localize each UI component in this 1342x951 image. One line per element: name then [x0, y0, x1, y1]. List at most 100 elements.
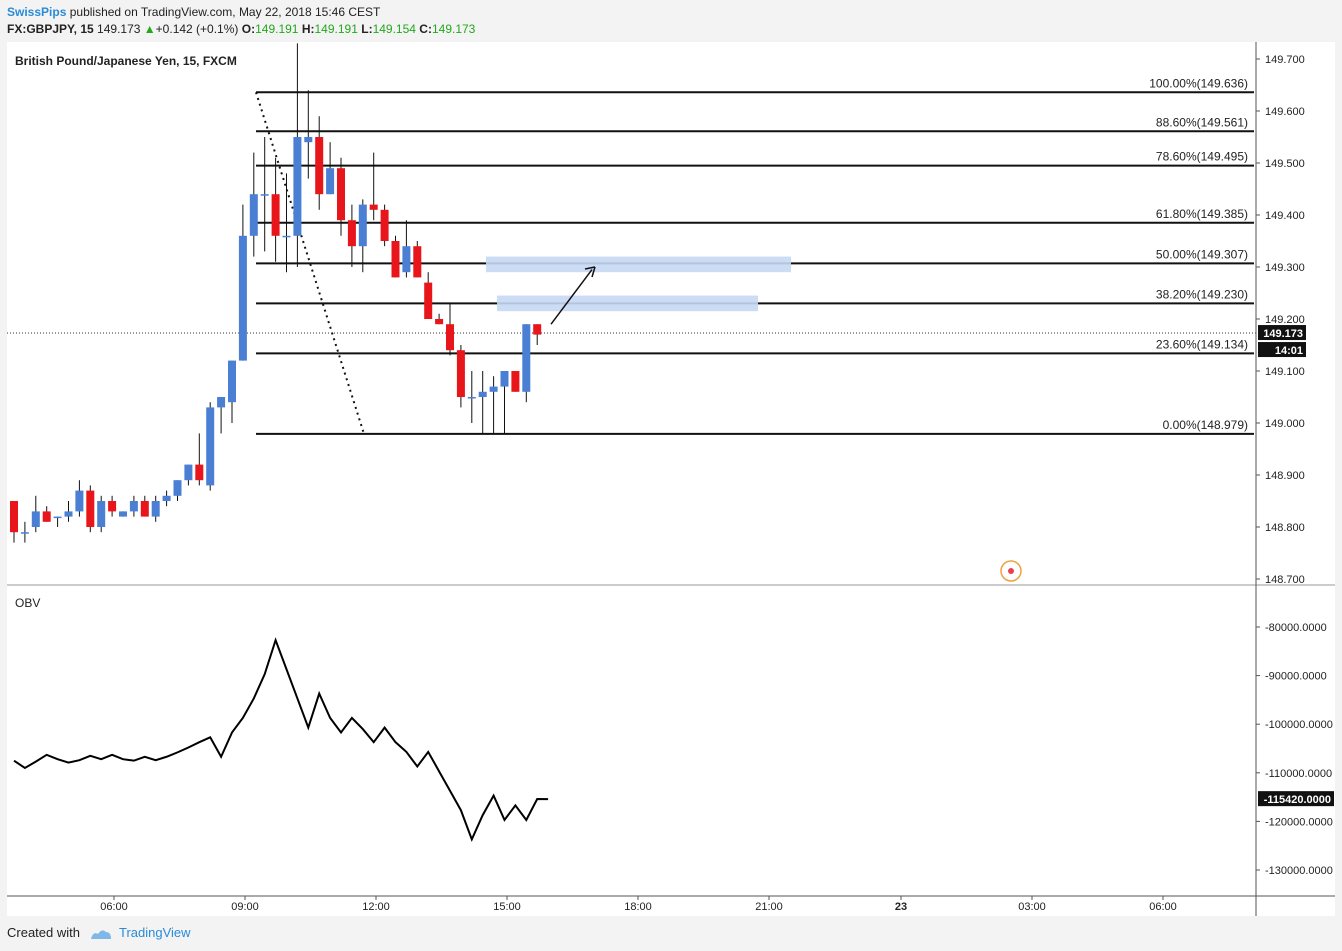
candle-body	[271, 194, 280, 236]
candle-body	[282, 235, 291, 238]
price-tick-label: 148.800	[1265, 522, 1305, 534]
candle-body	[151, 501, 160, 517]
candle-body	[20, 532, 29, 534]
resistance-zone-lower	[497, 295, 758, 312]
author-link[interactable]: SwissPips	[7, 5, 67, 19]
arrow-head-icon	[584, 266, 596, 278]
price-tick-label: 149.000	[1265, 418, 1305, 430]
candle-body	[129, 501, 138, 512]
candle-body	[10, 501, 18, 533]
resistance-zone-upper	[486, 256, 791, 273]
fib-level-label: 88.60%(149.561)	[1156, 115, 1248, 129]
candle-body	[326, 168, 335, 195]
candle-body	[260, 194, 269, 196]
fib-level-label: 100.00%(149.636)	[1149, 76, 1248, 90]
candle-body	[500, 371, 509, 387]
price-tick-label: 149.400	[1265, 210, 1305, 222]
fib-level-label: 78.60%(149.495)	[1156, 150, 1248, 164]
fib-level-label: 50.00%(149.307)	[1156, 247, 1248, 261]
low-value: 149.154	[372, 22, 416, 36]
price-pane-title: British Pound/Japanese Yen, 15, FXCM	[15, 54, 237, 68]
candle-body	[489, 386, 498, 392]
candle-body	[64, 511, 73, 517]
candle-body	[217, 397, 226, 408]
price-tick-label: 149.700	[1265, 54, 1305, 66]
footer: Created with TradingView	[7, 925, 191, 940]
fib-level-label: 38.20%(149.230)	[1156, 287, 1248, 301]
candle-body	[173, 480, 182, 496]
obv-line	[13, 637, 549, 843]
obv-tick-label: -110000.0000	[1265, 768, 1332, 780]
open-value: 149.191	[255, 22, 299, 36]
countdown-tag-label: 14:01	[1275, 345, 1303, 357]
candle-body	[293, 137, 302, 236]
obv-tick-label: -80000.0000	[1265, 622, 1327, 634]
last-price: 149.173	[97, 22, 141, 36]
candle-body	[86, 490, 95, 527]
candle-body	[304, 137, 313, 143]
candle-body	[511, 371, 520, 392]
candle-body	[238, 235, 247, 361]
close-label: C:	[419, 22, 432, 36]
time-tick-label: 23	[895, 901, 907, 913]
candle-body	[402, 246, 411, 273]
candle-body	[42, 511, 51, 522]
obv-tick-label: -90000.0000	[1265, 671, 1327, 683]
candle-body	[456, 350, 465, 397]
candle-body	[315, 137, 324, 195]
obv-value-tag-label: -115420.0000	[1264, 794, 1331, 806]
obv-tick-label: -130000.0000	[1265, 865, 1333, 877]
symbol-label: FX:GBPJPY, 15	[7, 22, 94, 36]
time-tick-label: 06:00	[100, 901, 128, 913]
candle-body	[97, 501, 106, 527]
candle-body	[337, 168, 345, 221]
time-tick-label: 21:00	[755, 901, 783, 913]
created-with-label: Created with	[7, 925, 80, 940]
candle-body	[75, 490, 84, 512]
candle-body	[53, 516, 62, 519]
candle-body	[369, 204, 378, 210]
price-tick-label: 149.100	[1265, 366, 1305, 378]
candle-body	[478, 391, 487, 397]
candle-body	[119, 511, 127, 517]
low-label: L:	[361, 22, 373, 36]
candle-body	[522, 324, 531, 392]
publish-line: SwissPips published on TradingView.com, …	[7, 5, 380, 19]
fib-level-label: 23.60%(149.134)	[1156, 337, 1248, 351]
tradingview-logo-icon	[90, 928, 112, 940]
candle-body	[195, 464, 204, 481]
candle-body	[108, 501, 117, 512]
time-tick-label: 06:00	[1149, 901, 1177, 913]
open-label: O:	[241, 22, 256, 36]
obv-pane-title: OBV	[15, 596, 40, 610]
chart-background	[7, 42, 1335, 916]
candle-body	[435, 319, 444, 325]
candle-body	[424, 282, 433, 319]
high-value: 149.191	[314, 22, 358, 36]
fib-level-label: 0.00%(148.979)	[1163, 418, 1248, 432]
candle-body	[184, 464, 193, 481]
chart-header: SwissPips published on TradingView.com, …	[0, 0, 1342, 42]
candle-body	[413, 246, 422, 278]
price-tick-label: 149.300	[1265, 262, 1305, 274]
publish-info: published on TradingView.com, May 22, 20…	[69, 5, 381, 19]
price-tick-label: 149.200	[1265, 314, 1305, 326]
time-tick-label: 03:00	[1018, 901, 1046, 913]
candle-body	[533, 324, 542, 335]
candle-body	[380, 209, 389, 241]
candle-body	[140, 501, 149, 517]
price-tick-label: 148.700	[1265, 574, 1305, 586]
candle-body	[31, 511, 40, 527]
candle-body	[358, 204, 367, 247]
price-tick-label: 149.600	[1265, 106, 1305, 118]
candle-body	[228, 360, 236, 403]
last-price-tag-label: 149.173	[1263, 328, 1303, 340]
fib-level-label: 61.80%(149.385)	[1156, 207, 1248, 221]
time-tick-label: 09:00	[231, 901, 259, 913]
tradingview-link[interactable]: TradingView	[119, 925, 191, 940]
obv-value-tag	[1258, 791, 1334, 807]
candle-body	[249, 194, 258, 236]
candle-body	[467, 397, 476, 399]
price-tick-label: 148.900	[1265, 470, 1305, 482]
